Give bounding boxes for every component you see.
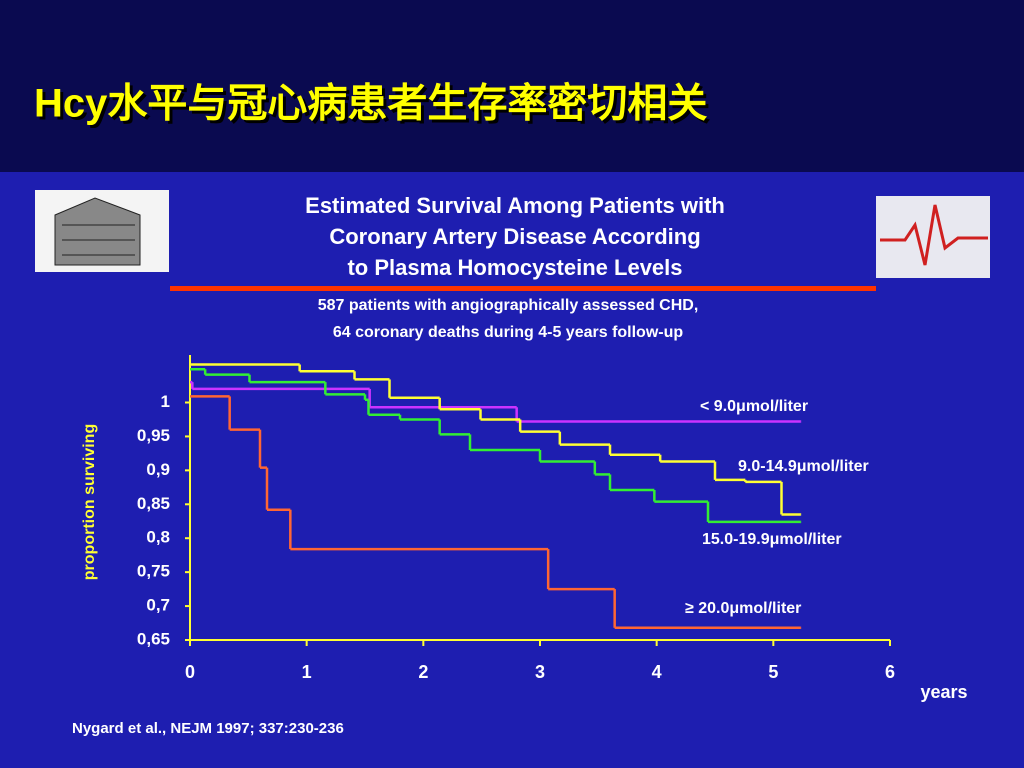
title-underline <box>170 286 876 291</box>
y-tick-label: 0,7 <box>146 596 170 615</box>
citation: Nygard et al., NEJM 1997; 337:230-236 <box>72 720 344 737</box>
x-tick-label: 4 <box>652 662 662 682</box>
chart-subtitle: 587 patients with angiographically asses… <box>318 297 699 314</box>
x-tick-label: 1 <box>302 662 312 682</box>
chart-subtitle: 64 coronary deaths during 4-5 years foll… <box>333 324 684 341</box>
y-tick-label: 1 <box>161 392 170 411</box>
chart-panel <box>0 172 1024 768</box>
x-axis-label: years <box>920 682 967 702</box>
x-tick-label: 6 <box>885 662 895 682</box>
building-image <box>35 190 169 272</box>
series-label: 9.0-14.9μmol/liter <box>738 458 869 475</box>
y-tick-label: 0,8 <box>146 528 170 547</box>
y-tick-label: 0,9 <box>146 460 170 479</box>
y-tick-label: 0,95 <box>137 426 170 445</box>
y-axis-label: proportion surviving <box>81 424 98 580</box>
slide-title: Hcy水平与冠心病患者生存率密切相关 <box>34 82 707 126</box>
x-tick-label: 2 <box>418 662 428 682</box>
chart-title: to Plasma Homocysteine Levels <box>347 255 682 280</box>
header-band <box>0 0 1024 170</box>
y-tick-label: 0,85 <box>137 494 170 513</box>
series-label: 15.0-19.9μmol/liter <box>702 531 842 548</box>
x-tick-label: 3 <box>535 662 545 682</box>
chart-title: Coronary Artery Disease According <box>329 224 700 249</box>
series-label: ≥ 20.0μmol/liter <box>685 600 801 617</box>
ecg-image <box>876 196 990 278</box>
x-tick-label: 5 <box>768 662 778 682</box>
chart-title: Estimated Survival Among Patients with <box>305 193 725 218</box>
series-label: < 9.0μmol/liter <box>700 398 808 415</box>
x-tick-label: 0 <box>185 662 195 682</box>
y-tick-label: 0,75 <box>137 562 170 581</box>
y-tick-label: 0,65 <box>137 629 170 648</box>
title-shadow: Hcy水平与冠心病患者生存率密切相关 <box>37 85 710 129</box>
